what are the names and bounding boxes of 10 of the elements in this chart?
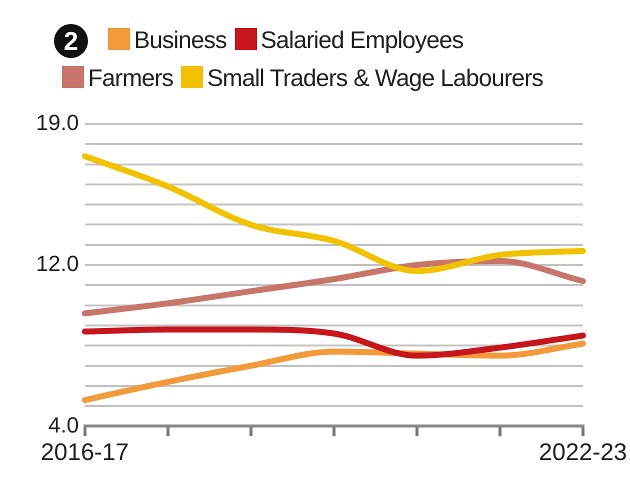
x-tick-label: 2016-17 <box>40 439 129 466</box>
legend-label: Business <box>133 26 227 56</box>
y-tick-label: 19.0 <box>36 110 79 136</box>
text: 2 <box>54 24 88 58</box>
legend-label: Small Traders & Wage Labourers <box>206 64 544 94</box>
y-tick-label: 4.0 <box>48 412 79 438</box>
legend-label: Farmers <box>87 64 174 94</box>
y-tick-label: 12.0 <box>36 251 79 276</box>
x-tick-label: 2022-23 <box>538 439 627 466</box>
legend-label: Salaried Employees <box>260 26 464 56</box>
